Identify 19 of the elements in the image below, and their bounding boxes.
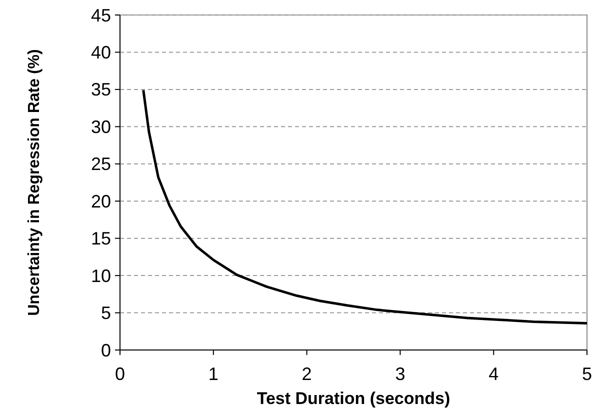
y-tick-label: 0 [100, 340, 111, 360]
x-tick-label: 4 [488, 364, 499, 384]
x-tick-label: 0 [114, 364, 126, 384]
y-tick-label: 5 [100, 303, 111, 324]
x-tick-label: 2 [302, 364, 312, 384]
line-series [142, 88, 588, 324]
y-axis-title: Uncertainty in Regression Rate (%) [25, 48, 44, 318]
y-tick-label: 15 [90, 228, 111, 249]
y-tick-label: 10 [90, 266, 111, 286]
x-axis-title: Test Duration (seconds) [256, 389, 450, 408]
x-tick-label: 5 [582, 364, 592, 384]
y-tick-label: 20 [90, 191, 111, 212]
y-tick-label: 25 [90, 154, 111, 174]
y-tick-label: 30 [90, 116, 111, 137]
y-tick-label: 40 [90, 42, 111, 63]
x-tick-label: 1 [208, 364, 218, 384]
y-tick-label: 45 [90, 5, 111, 26]
x-tick-label: 3 [395, 364, 406, 384]
y-tick-label: 35 [90, 80, 111, 100]
